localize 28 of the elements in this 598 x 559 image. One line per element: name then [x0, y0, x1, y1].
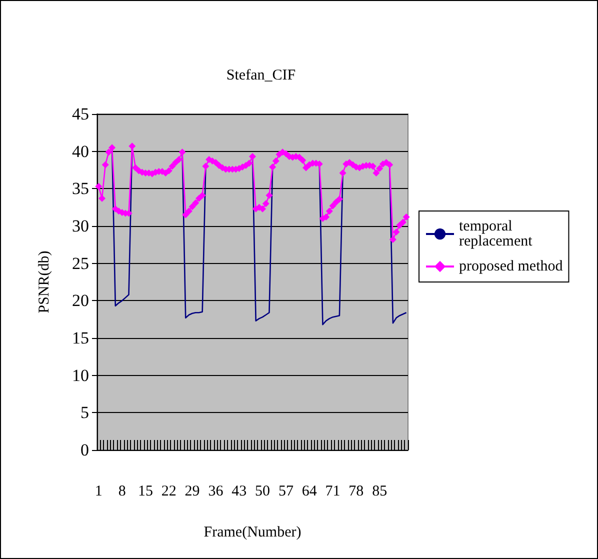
x-tick-label: 36 [208, 484, 224, 500]
y-tick-label: 25 [72, 254, 89, 273]
x-tick-label: 15 [138, 484, 153, 500]
legend-label: proposed method [459, 258, 564, 274]
y-tick-label: 5 [80, 403, 89, 422]
x-axis-title: Frame(Number) [204, 524, 302, 540]
x-tick-label: 57 [278, 484, 294, 500]
x-tick-label: 22 [161, 484, 176, 500]
y-tick-label: 20 [72, 291, 89, 310]
y-axis-title: PSNR(db) [36, 250, 52, 314]
y-tick-label: 45 [72, 104, 89, 124]
y-tick-label: 30 [72, 216, 89, 236]
legend-label: temporal replacement [459, 218, 534, 250]
x-tick-label: 78 [348, 484, 364, 500]
y-tick-label: 15 [72, 328, 89, 348]
y-tick-label: 10 [72, 366, 89, 385]
x-tick-label: 1 [94, 484, 102, 500]
x-tick-label: 85 [372, 484, 388, 500]
x-tick-label: 43 [232, 484, 247, 500]
x-tick-label: 8 [118, 484, 126, 500]
x-tick-label: 29 [184, 484, 200, 500]
x-tick-label: 50 [255, 484, 270, 500]
y-tick-label: 40 [72, 142, 89, 161]
y-tick-label: 0 [80, 440, 89, 460]
y-tick-label: 35 [72, 179, 89, 198]
x-tick-label: 71 [325, 484, 340, 500]
chart-title: Stefan_CIF [226, 68, 296, 84]
x-tick-label: 64 [302, 484, 318, 500]
